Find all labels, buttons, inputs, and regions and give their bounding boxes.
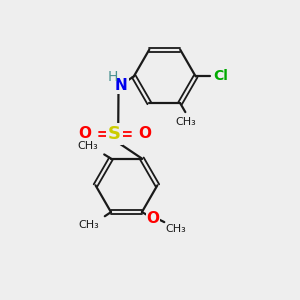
- Text: O: O: [78, 126, 91, 141]
- Text: N: N: [115, 78, 128, 93]
- Text: CH₃: CH₃: [176, 117, 196, 128]
- Text: O: O: [138, 126, 151, 141]
- Text: H: H: [107, 70, 118, 84]
- Text: S: S: [108, 125, 121, 143]
- Text: CH₃: CH₃: [78, 141, 98, 151]
- Text: CH₃: CH₃: [166, 224, 186, 234]
- Text: CH₃: CH₃: [79, 220, 99, 230]
- Text: O: O: [147, 211, 160, 226]
- Text: Cl: Cl: [213, 69, 228, 83]
